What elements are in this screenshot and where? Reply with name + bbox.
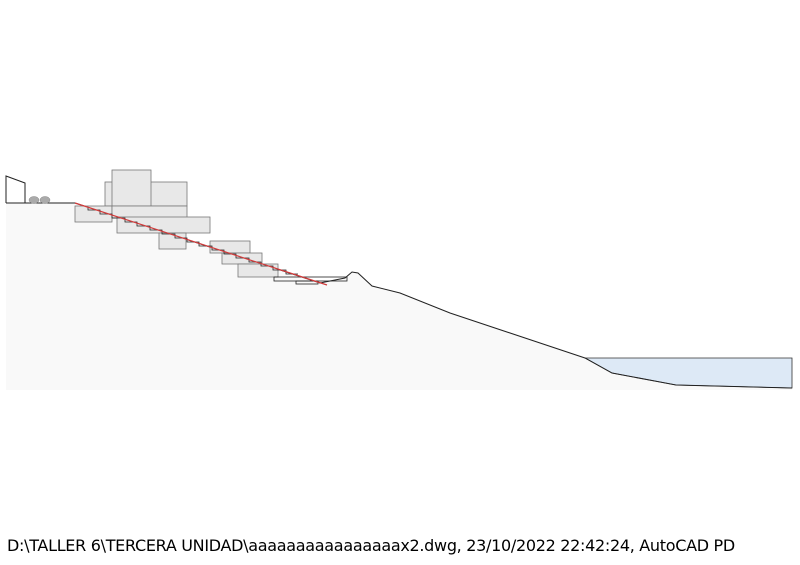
- terrain: [6, 203, 792, 390]
- vehicles: [28, 196, 51, 204]
- building-outline: [5, 175, 26, 203]
- section-cut-line: [74, 202, 328, 286]
- site-section-drawing: [5, 169, 793, 390]
- plot-stamp: D:\TALLER 6\TERCERA UNIDAD\aaaaaaaaaaaaa…: [7, 536, 735, 555]
